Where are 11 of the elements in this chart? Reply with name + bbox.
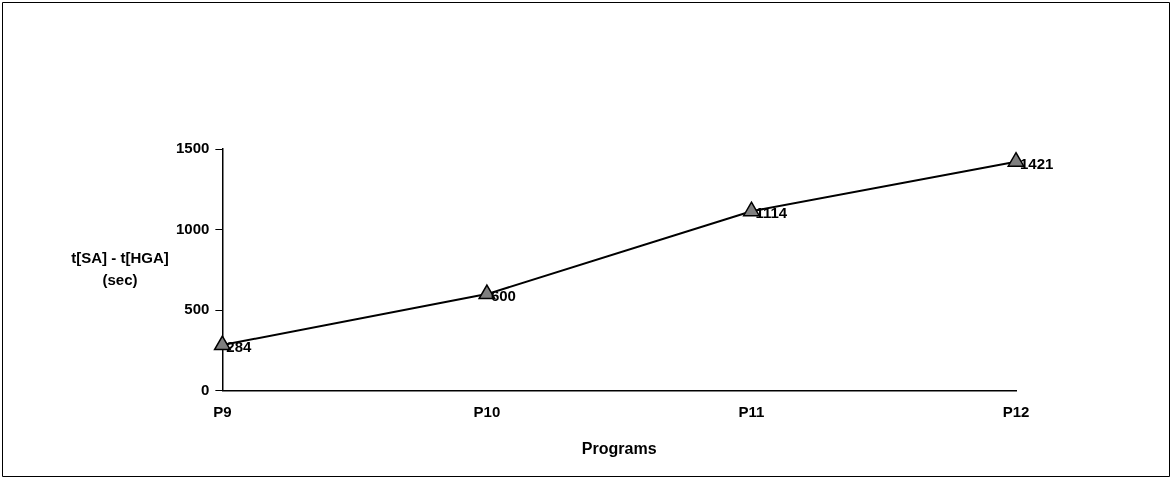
y-tick-label: 1000 (175, 219, 210, 237)
x-tick-label: P9 (213, 402, 232, 420)
data-label: 1421 (1020, 154, 1054, 172)
x-tick-label: P11 (738, 402, 765, 420)
x-axis-title: Programs (581, 439, 657, 457)
x-tick-label: P10 (473, 402, 501, 420)
y-tick-label: 1500 (175, 139, 210, 157)
y-tick-label: 500 (184, 300, 210, 318)
y-axis-title: t[SA] - t[HGA] (sec) (71, 249, 169, 289)
y-tick-label: 0 (201, 380, 210, 398)
x-tick-label: P12 (1002, 402, 1030, 420)
